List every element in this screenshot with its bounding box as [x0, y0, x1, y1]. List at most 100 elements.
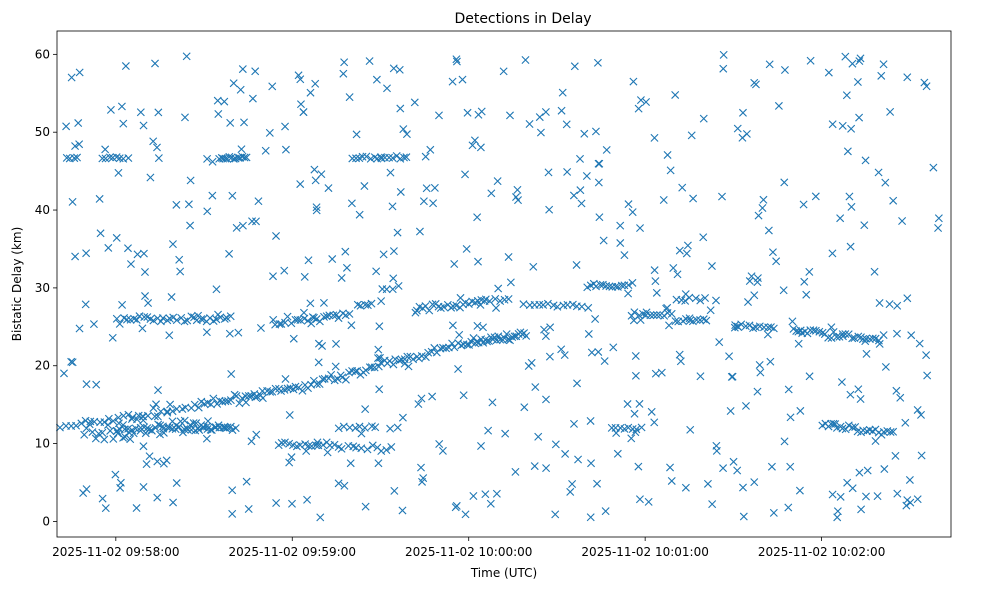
detection-marker [486, 499, 495, 508]
detection-marker [492, 489, 501, 498]
detection-marker [283, 312, 292, 321]
detection-marker [863, 466, 872, 475]
detection-marker [162, 456, 171, 465]
detection-marker [719, 464, 728, 473]
detection-marker [691, 294, 700, 303]
detection-marker [303, 316, 312, 325]
detection-marker [634, 462, 643, 471]
detection-marker [355, 210, 364, 219]
y-tick-label: 50 [35, 125, 50, 139]
detection-marker [651, 277, 660, 286]
detection-marker [893, 489, 902, 498]
detection-marker [287, 453, 296, 462]
detection-marker [261, 146, 270, 155]
detection-marker [574, 455, 583, 464]
detection-marker [711, 296, 720, 305]
detection-marker [227, 369, 236, 378]
detection-marker [624, 281, 633, 290]
detection-marker [400, 359, 409, 368]
detection-marker [168, 407, 177, 416]
detection-marker [875, 339, 884, 348]
detection-marker [228, 191, 237, 200]
detection-marker [681, 290, 690, 299]
detection-marker [149, 137, 158, 146]
detection-marker [451, 503, 460, 512]
detection-marker [312, 380, 321, 389]
detection-marker [213, 399, 222, 408]
detection-marker [496, 335, 505, 344]
detection-marker [149, 316, 158, 325]
detection-marker [838, 332, 847, 341]
detection-marker [494, 284, 503, 293]
detection-marker [868, 334, 877, 343]
detection-marker [636, 224, 645, 233]
detection-marker [642, 308, 651, 317]
detection-marker [365, 57, 374, 66]
detection-marker [345, 309, 354, 318]
detection-marker [707, 262, 716, 271]
detection-marker [686, 425, 695, 434]
detection-marker [439, 343, 448, 352]
detection-marker [758, 204, 767, 212]
detection-marker [126, 260, 135, 269]
detection-marker [308, 313, 317, 322]
detection-marker [902, 501, 911, 510]
detection-marker [892, 329, 901, 338]
detection-marker [106, 426, 115, 435]
detection-marker [602, 145, 611, 154]
detection-marker [729, 457, 738, 466]
detection-marker [234, 328, 243, 337]
detection-marker [687, 131, 696, 140]
detection-marker [139, 483, 148, 491]
detection-marker [242, 153, 251, 162]
detection-marker [545, 352, 554, 361]
detection-marker [561, 449, 570, 458]
detection-marker [146, 173, 155, 182]
detection-marker [140, 312, 149, 321]
detection-marker [753, 387, 762, 396]
detection-marker [248, 94, 257, 103]
detection-marker [140, 268, 149, 276]
detection-marker [449, 302, 458, 311]
detection-marker [541, 108, 550, 116]
detection-marker [650, 418, 659, 427]
detection-marker [572, 260, 581, 269]
detection-marker [92, 380, 101, 389]
detection-marker [893, 301, 902, 310]
detection-marker [116, 478, 125, 487]
detection-marker [617, 281, 626, 290]
detection-marker [779, 286, 788, 295]
detection-marker [531, 383, 540, 392]
detection-marker [703, 479, 712, 488]
detection-marker [557, 345, 566, 354]
detection-marker [361, 502, 370, 511]
detection-marker [417, 463, 425, 472]
detection-marker [209, 394, 218, 403]
detection-marker [374, 354, 382, 363]
detection-marker [829, 328, 838, 336]
detection-marker [374, 345, 383, 354]
detection-marker [601, 507, 610, 516]
detection-marker [780, 178, 789, 187]
detection-marker [266, 387, 275, 396]
detection-marker [236, 85, 245, 94]
detection-marker [744, 298, 752, 307]
detection-marker [287, 319, 296, 328]
detection-marker [562, 120, 571, 129]
detection-marker [319, 298, 328, 307]
detection-marker [192, 316, 201, 325]
detection-marker [226, 396, 235, 405]
detection-marker [151, 59, 160, 68]
detection-marker [647, 407, 656, 416]
detection-marker [382, 285, 391, 294]
detection-marker [296, 180, 305, 189]
detection-marker [905, 475, 914, 484]
detection-marker [745, 321, 754, 330]
detection-marker [634, 104, 643, 113]
detection-marker [96, 229, 105, 238]
detection-marker [434, 111, 443, 120]
detection-marker [934, 224, 943, 232]
detection-marker [225, 249, 234, 258]
detection-marker [662, 304, 671, 313]
detection-marker [388, 154, 397, 162]
